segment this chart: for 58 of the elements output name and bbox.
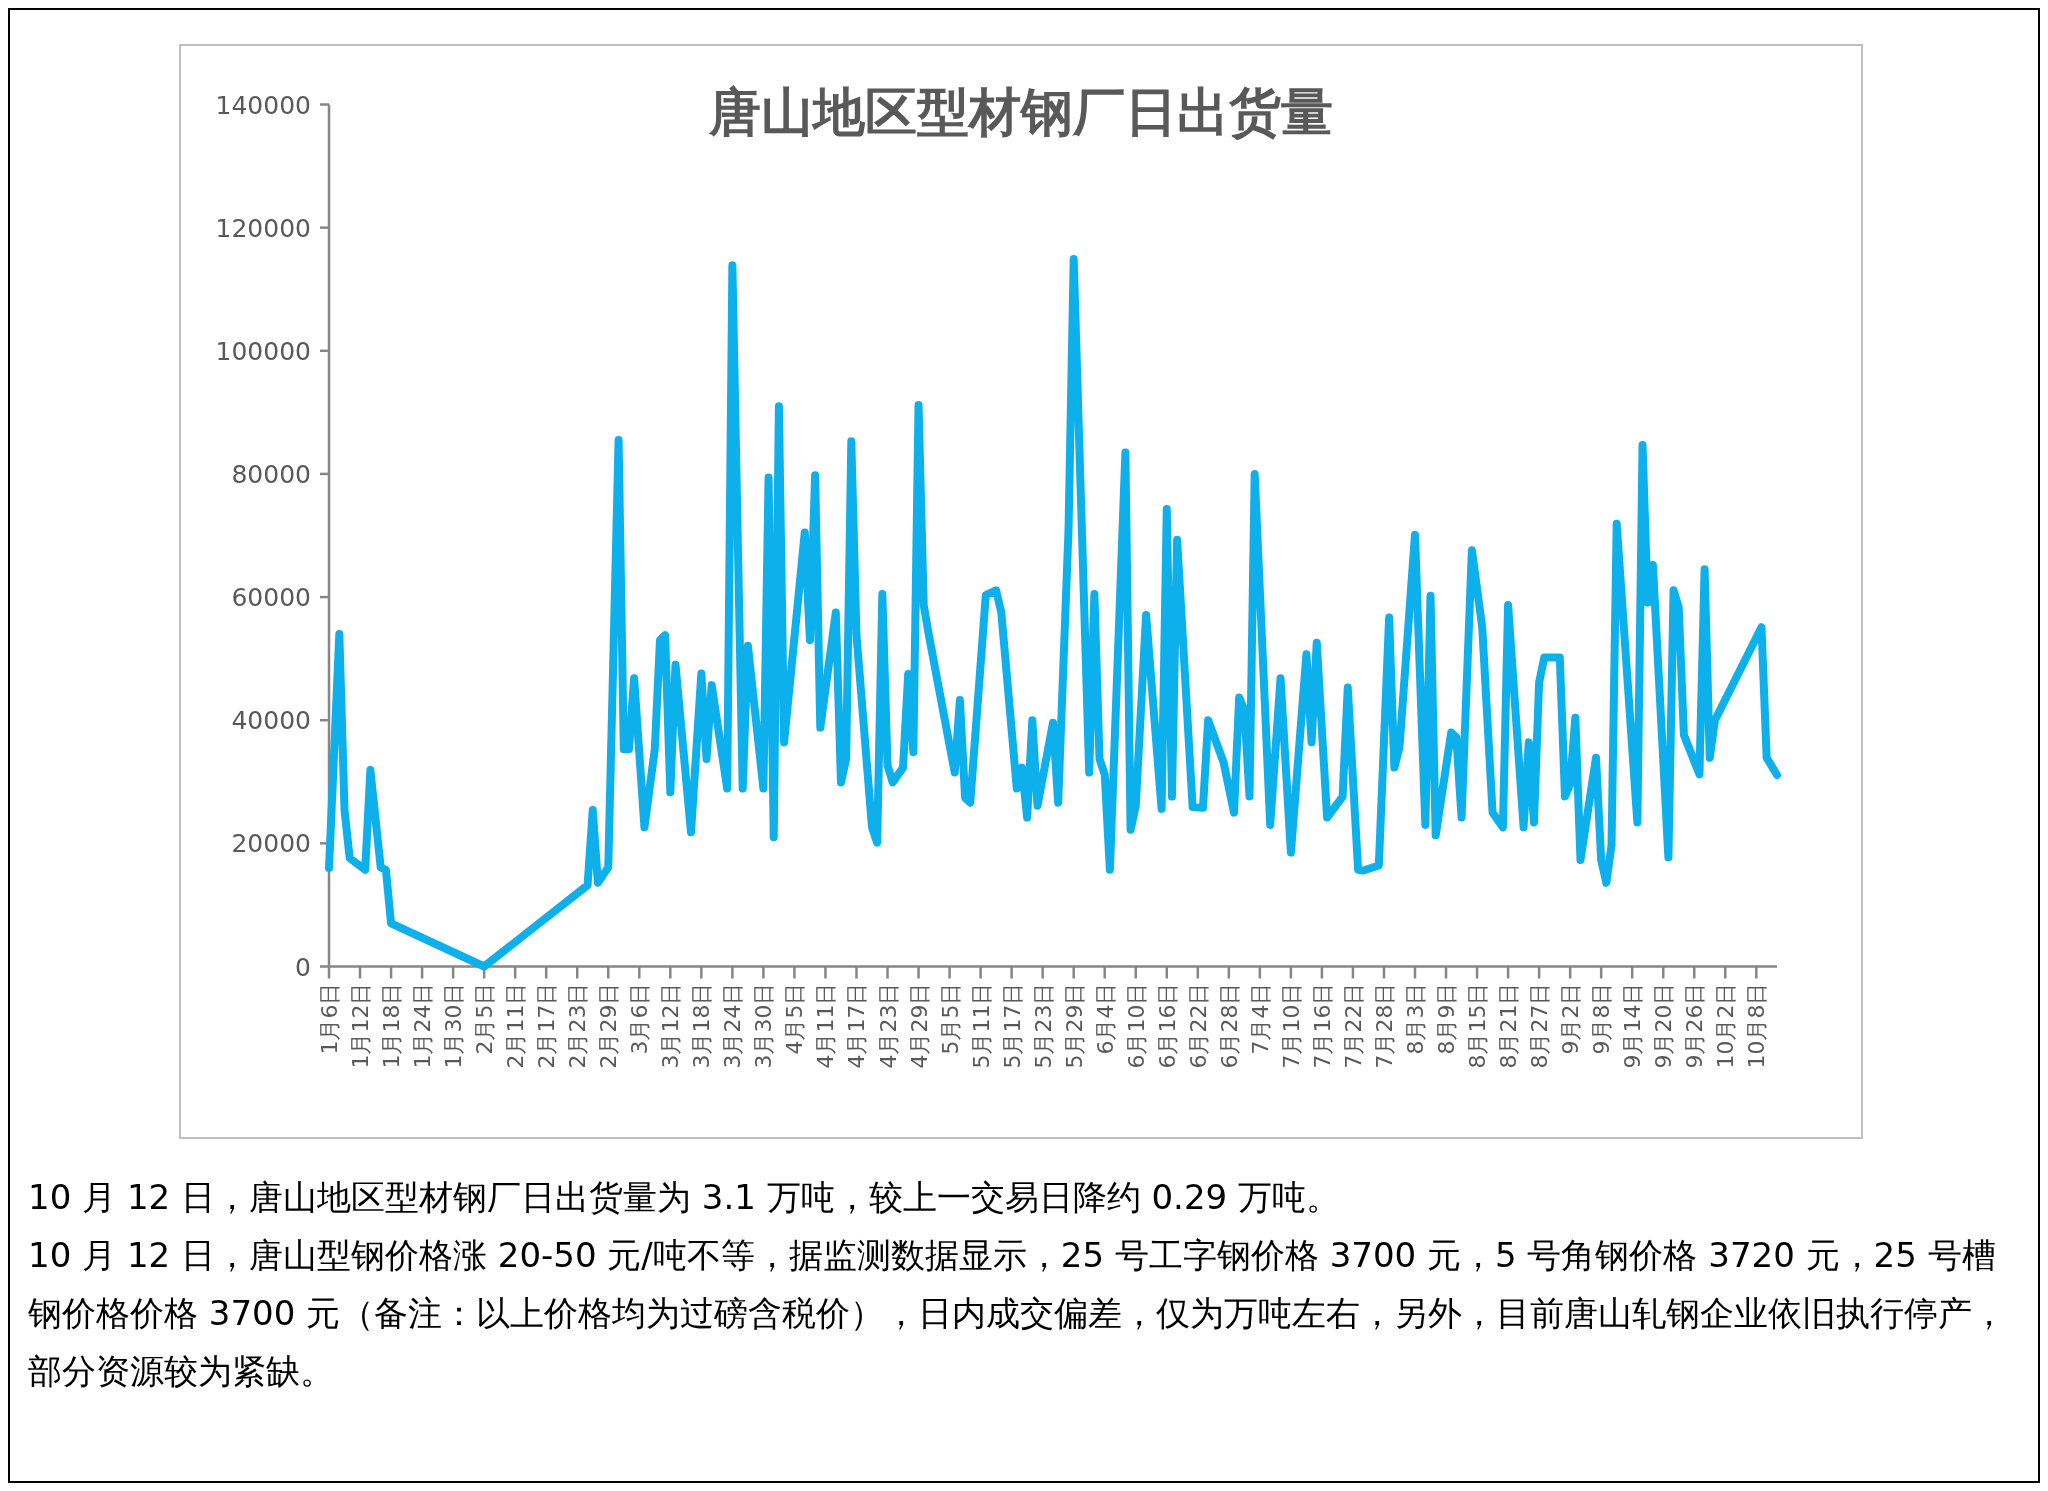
x-tick-label: 6月4日: [1092, 982, 1118, 1055]
x-tick-label: 4月17日: [844, 982, 870, 1069]
text: 10 月 12 日，唐山地区型材钢厂日出货量为 3.1 万吨，较上一交易日降约 0.29 万吨。: [28, 1176, 1341, 1219]
x-tick-label: 9月2日: [1558, 982, 1584, 1055]
y-tick-label: 140000: [215, 90, 311, 120]
x-tick-label: 6月22日: [1185, 982, 1211, 1069]
x-tick-label: 8月27日: [1527, 982, 1553, 1069]
x-tick-label: 8月21日: [1496, 982, 1522, 1069]
x-tick-label: 4月29日: [906, 982, 932, 1069]
y-tick-label: 120000: [215, 213, 311, 243]
x-tick-label: 6月16日: [1154, 982, 1180, 1069]
x-tick-label: 3月18日: [689, 982, 715, 1069]
x-tick-label: 2月17日: [534, 982, 560, 1069]
x-tick-label: 3月24日: [720, 982, 746, 1069]
x-tick-label: 7月28日: [1371, 982, 1397, 1069]
text: 10 月 12 日，唐山型钢价格涨 20-50 元/吨不等，据监测数据显示，25 号工字钢价格 3700 元，5 号角钢价格 3720 元，25 号槽钢价格价格 3700 元（备注：以上价格均为过磅含税价），日内成交偏差，仅为万吨左右，另外，目前唐山轧钢企业依旧执行停产，部分资源较为紧缺。: [28, 1234, 2008, 1393]
x-tick-label: 5月11日: [968, 982, 994, 1069]
x-tick-label: 8月3日: [1403, 982, 1428, 1055]
y-tick-label: 80000: [231, 459, 311, 489]
y-tick-label: 100000: [215, 336, 311, 366]
x-tick-label: 7月10日: [1278, 982, 1304, 1069]
x-tick-label: 4月5日: [782, 982, 808, 1055]
x-tick-label: 2月11日: [503, 982, 529, 1069]
x-tick-label: 1月6日: [317, 982, 342, 1055]
x-tick-label: 9月8日: [1589, 982, 1615, 1055]
x-tick-label: 1月30日: [441, 982, 467, 1069]
x-tick-label: 10月2日: [1713, 982, 1739, 1069]
x-tick-label: 5月29日: [1061, 982, 1087, 1069]
x-tick-label: 7月4日: [1247, 982, 1273, 1055]
x-tick-label: 3月6日: [627, 982, 653, 1055]
x-tick-label: 10月8日: [1744, 982, 1770, 1069]
x-tick-label: 1月18日: [379, 982, 405, 1069]
x-tick-label: 8月9日: [1434, 982, 1460, 1055]
x-tick-label: 6月10日: [1123, 982, 1149, 1069]
y-tick-label: 60000: [231, 583, 311, 613]
x-tick-label: 3月12日: [658, 982, 684, 1069]
x-tick-label: 9月14日: [1620, 982, 1646, 1069]
x-tick-label: 5月23日: [1030, 982, 1056, 1069]
x-tick-label: 2月29日: [596, 982, 622, 1069]
y-tick-label: 20000: [231, 829, 311, 859]
x-tick-label: 4月11日: [813, 982, 839, 1069]
x-tick-label: 7月22日: [1340, 982, 1366, 1069]
x-tick-label: 2月23日: [565, 982, 591, 1069]
x-tick-label: 8月15日: [1465, 982, 1491, 1069]
x-tick-label: 9月26日: [1682, 982, 1708, 1069]
x-tick-label: 7月16日: [1309, 982, 1335, 1069]
x-tick-label: 4月23日: [875, 982, 901, 1069]
x-tick-label: 1月12日: [348, 982, 374, 1069]
chart-title: 唐山地区型材钢厂日出货量: [708, 82, 1333, 142]
y-tick-label: 40000: [231, 706, 311, 736]
x-tick-label: 5月17日: [999, 982, 1025, 1069]
x-tick-label: 6月28日: [1216, 982, 1242, 1069]
x-tick-label: 2月5日: [472, 982, 498, 1055]
x-tick-label: 5月5日: [937, 982, 963, 1055]
x-tick-label: 3月30日: [751, 982, 777, 1069]
y-tick-label: 0: [295, 952, 311, 982]
x-tick-label: 1月24日: [410, 982, 436, 1069]
x-tick-label: 9月20日: [1651, 982, 1677, 1069]
